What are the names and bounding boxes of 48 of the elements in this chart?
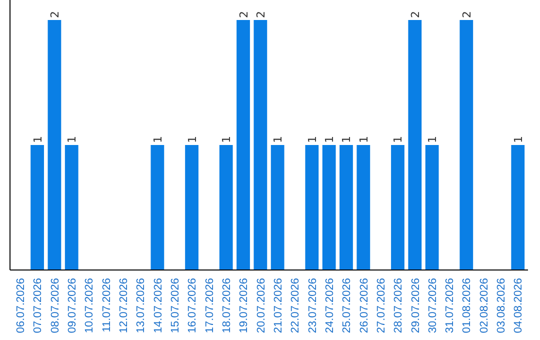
x-tick-label: 07.07.2026 [32, 278, 44, 334]
x-tick-label: 20.07.2026 [255, 278, 268, 334]
data-label: 1 [31, 136, 44, 143]
data-label: 1 [186, 136, 199, 143]
x-tick-label: 08.07.2026 [49, 278, 62, 334]
x-tick-label: 10.07.2026 [84, 278, 96, 334]
x-tick-label: 30.07.2026 [426, 278, 439, 334]
x-tick-label: 04.08.2026 [512, 278, 525, 334]
data-label: 1 [272, 136, 285, 143]
x-tick-label: 12.07.2026 [118, 278, 130, 334]
x-tick-label: 23.07.2026 [306, 278, 319, 334]
x-tick-label: 18.07.2026 [220, 278, 233, 334]
x-tick-label: 03.08.2026 [496, 278, 508, 334]
x-tick-label: 11.07.2026 [100, 278, 113, 332]
x-tick-label: 26.07.2026 [358, 278, 370, 334]
x-tick-label: 21.07.2026 [272, 278, 284, 334]
x-tick-label: 01.08.2026 [461, 278, 474, 334]
x-tick-label: 27.07.2026 [375, 278, 388, 334]
data-label: 2 [460, 11, 474, 18]
data-label: 1 [220, 136, 234, 143]
x-tick-label: 17.07.2026 [204, 278, 216, 334]
x-tick-label: 31.07.2026 [444, 278, 456, 334]
data-label: 2 [237, 11, 250, 18]
x-tick-label: 24.07.2026 [324, 278, 336, 334]
data-label: 1 [306, 136, 319, 143]
x-tick-label: 28.07.2026 [392, 278, 405, 334]
x-tick-label: 22.07.2026 [290, 278, 302, 334]
data-label: 1 [357, 136, 370, 143]
x-tick-label: 09.07.2026 [66, 278, 78, 334]
data-label: 1 [323, 136, 336, 143]
data-label: 1 [426, 136, 440, 143]
x-tick-label: 06.07.2026 [14, 278, 27, 334]
data-label: 2 [48, 11, 62, 18]
data-label: 2 [254, 11, 268, 18]
data-label: 2 [408, 11, 422, 18]
data-label: 1 [66, 136, 79, 143]
x-tick-label: 19.07.2026 [238, 278, 250, 334]
x-tick-label: 13.07.2026 [135, 278, 148, 334]
data-label: 1 [392, 136, 405, 143]
x-tick-label: 16.07.2026 [186, 278, 199, 334]
x-tick-label: 14.07.2026 [152, 278, 164, 334]
x-tick-label: 25.07.2026 [341, 278, 354, 334]
data-label: 1 [512, 136, 525, 143]
data-label: 1 [340, 136, 354, 143]
x-tick-label: 29.07.2026 [410, 278, 422, 334]
x-tick-label: 15.07.2026 [169, 278, 182, 334]
data-label: 1 [151, 136, 164, 143]
x-tick-label: 02.08.2026 [478, 278, 490, 334]
